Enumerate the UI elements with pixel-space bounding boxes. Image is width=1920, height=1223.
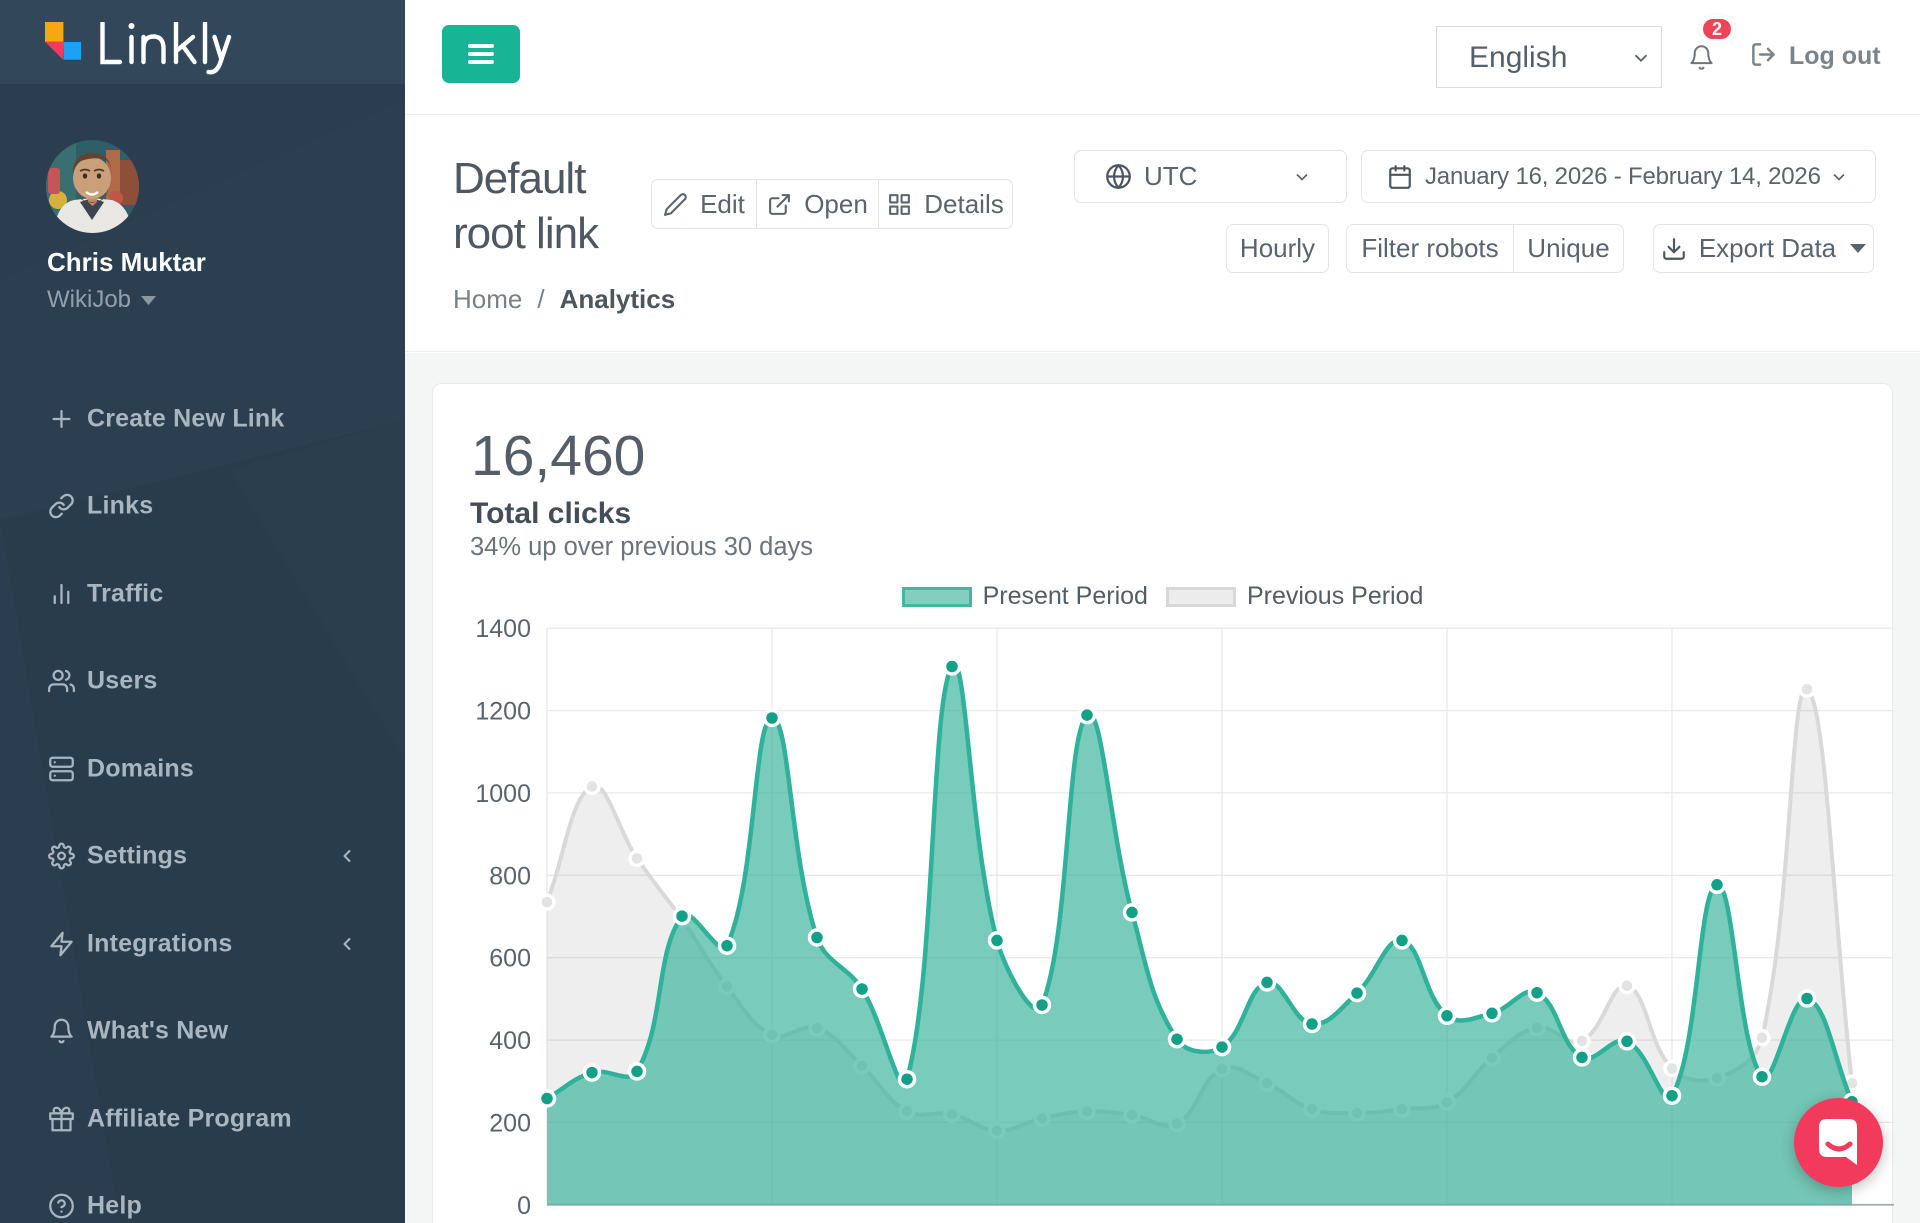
svg-text:1400: 1400 [475, 615, 531, 643]
svg-text:1200: 1200 [475, 698, 531, 726]
svg-text:200: 200 [489, 1109, 531, 1137]
svg-text:800: 800 [489, 862, 531, 890]
svg-text:0: 0 [517, 1192, 531, 1220]
svg-text:1000: 1000 [475, 780, 531, 808]
svg-text:600: 600 [489, 945, 531, 973]
svg-text:400: 400 [489, 1027, 531, 1055]
